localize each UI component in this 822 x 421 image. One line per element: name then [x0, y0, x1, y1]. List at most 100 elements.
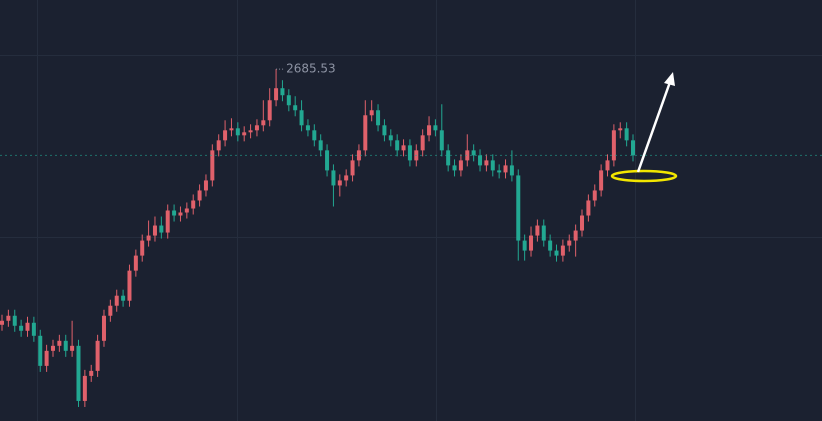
candle-body: [286, 95, 291, 106]
candle-body: [108, 305, 113, 316]
candle-body: [509, 165, 514, 176]
candle-body: [280, 88, 285, 96]
candle-body: [560, 245, 565, 256]
candle-body: [50, 345, 55, 351]
candle-body: [101, 315, 106, 341]
candle-body: [197, 190, 202, 201]
candle-body: [19, 325, 24, 331]
candle-body: [178, 212, 183, 216]
candle-body: [382, 125, 387, 136]
candle-body: [535, 225, 540, 236]
candle-body: [503, 165, 508, 173]
candle-body: [350, 160, 355, 176]
candle-body: [57, 340, 62, 346]
candle-body: [586, 200, 591, 216]
candle-body: [82, 375, 87, 401]
candle-body: [388, 135, 393, 141]
candle-body: [210, 150, 215, 181]
candle-body: [95, 340, 100, 371]
candle-body: [439, 130, 444, 151]
candle-body: [401, 145, 406, 151]
candle-body: [548, 240, 553, 251]
candle-body: [631, 140, 635, 156]
candle-body: [516, 175, 521, 241]
candle-body: [484, 160, 489, 166]
candle-body: [121, 295, 126, 301]
candle-body: [6, 315, 11, 321]
candle-body: [356, 150, 361, 161]
candle-body: [611, 130, 616, 161]
candle-body: [31, 322, 36, 336]
candles: [0, 69, 635, 407]
candle-body: [76, 345, 81, 401]
candle-body: [254, 125, 259, 131]
candle-body: [318, 140, 323, 151]
candle-body: [172, 210, 177, 216]
candle-body: [331, 170, 336, 186]
candle-body: [363, 115, 368, 151]
candle-body: [427, 125, 432, 136]
candle-body: [203, 180, 208, 191]
candle-body: [554, 250, 559, 256]
candle-body: [618, 128, 623, 131]
candle-body: [267, 100, 272, 121]
candle-body: [223, 130, 228, 141]
candle-body: [407, 145, 412, 161]
candle-body: [293, 105, 298, 111]
candle-body: [541, 225, 546, 241]
candle-body: [274, 88, 279, 101]
candle-body: [433, 125, 438, 131]
candle-body: [376, 110, 381, 126]
candle-body: [452, 165, 457, 171]
candle-body: [478, 155, 483, 166]
candle-body: [146, 235, 151, 241]
candle-body: [261, 120, 266, 126]
candle-body: [114, 295, 119, 306]
candle-body: [89, 370, 94, 376]
candle-body: [25, 322, 30, 331]
candle-body: [446, 150, 451, 166]
candle-body: [299, 110, 304, 126]
candle-body: [312, 130, 317, 141]
candle-body: [325, 150, 330, 171]
candle-body: [624, 128, 629, 141]
candle-body: [599, 170, 604, 191]
candle-body: [159, 225, 164, 233]
candle-body: [369, 110, 374, 116]
candle-body: [337, 180, 342, 186]
candle-body: [592, 190, 597, 201]
candle-body: [605, 160, 610, 171]
candle-body: [529, 235, 534, 251]
candle-body: [165, 210, 170, 233]
candle-body: [44, 350, 49, 366]
max-label: 2685.53: [286, 62, 336, 76]
candle-body: [63, 340, 68, 351]
candle-body: [12, 315, 17, 326]
candle-body: [216, 140, 221, 151]
candle-body: [0, 320, 4, 325]
candle-body: [465, 150, 470, 161]
candle-body: [140, 240, 145, 256]
candle-body: [127, 270, 132, 301]
candle-body: [420, 135, 425, 151]
candle-body: [184, 208, 189, 213]
arrow-shaft: [636, 81, 672, 173]
candle-body: [522, 240, 527, 251]
candle-body: [567, 240, 572, 246]
candle-body: [580, 215, 585, 231]
candle-body: [38, 335, 43, 366]
highlight-ellipse: [610, 169, 678, 183]
candle-body: [497, 170, 502, 173]
candle-body: [235, 128, 240, 136]
candle-body: [191, 200, 196, 209]
candle-body: [242, 132, 247, 136]
candle-body: [395, 140, 400, 151]
candle-body: [229, 128, 234, 131]
candle-body: [70, 345, 75, 351]
candle-body: [152, 225, 157, 236]
candle-body: [344, 175, 349, 181]
candle-body: [573, 230, 578, 241]
